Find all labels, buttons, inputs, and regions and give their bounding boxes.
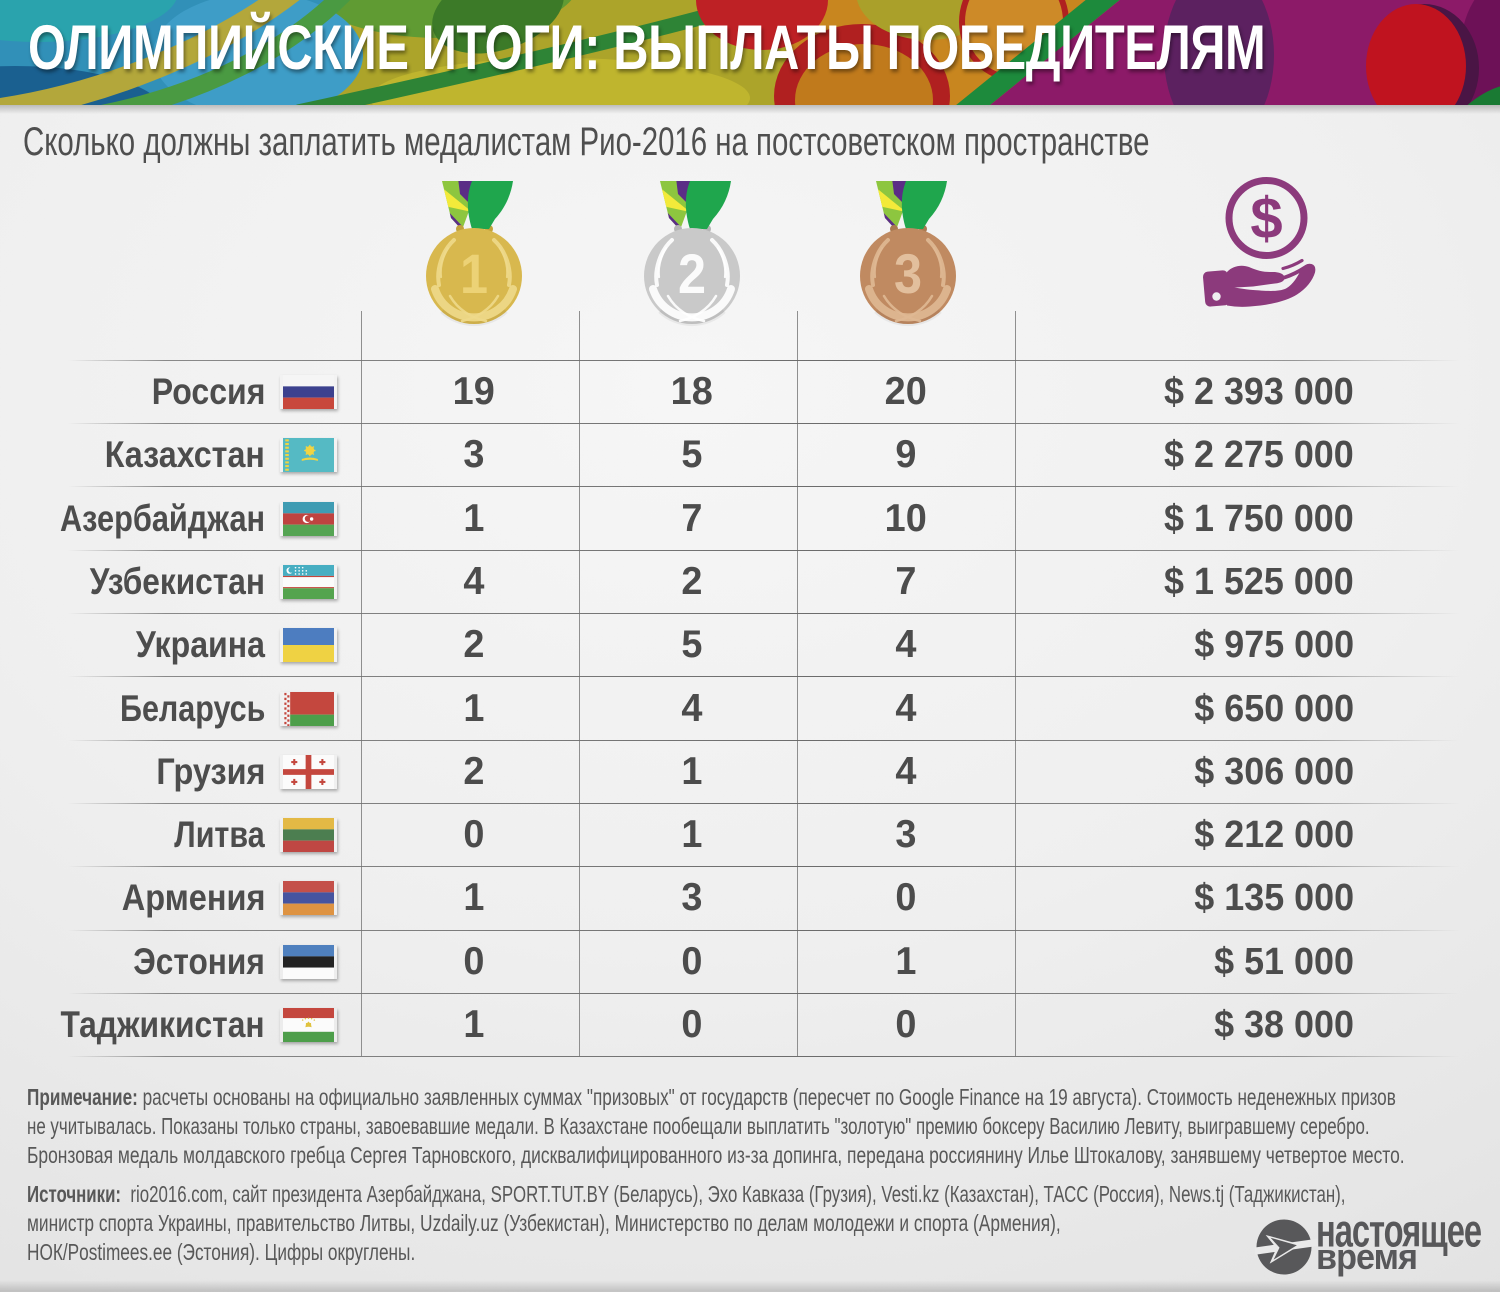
svg-text:1: 1 (460, 244, 488, 306)
svg-text:настоящее: настоящее (1316, 1215, 1481, 1257)
svg-text:время: время (1316, 1237, 1417, 1277)
svg-text:3: 3 (894, 244, 922, 306)
svg-text:2: 2 (678, 244, 706, 306)
svg-text:$: $ (1250, 186, 1282, 251)
